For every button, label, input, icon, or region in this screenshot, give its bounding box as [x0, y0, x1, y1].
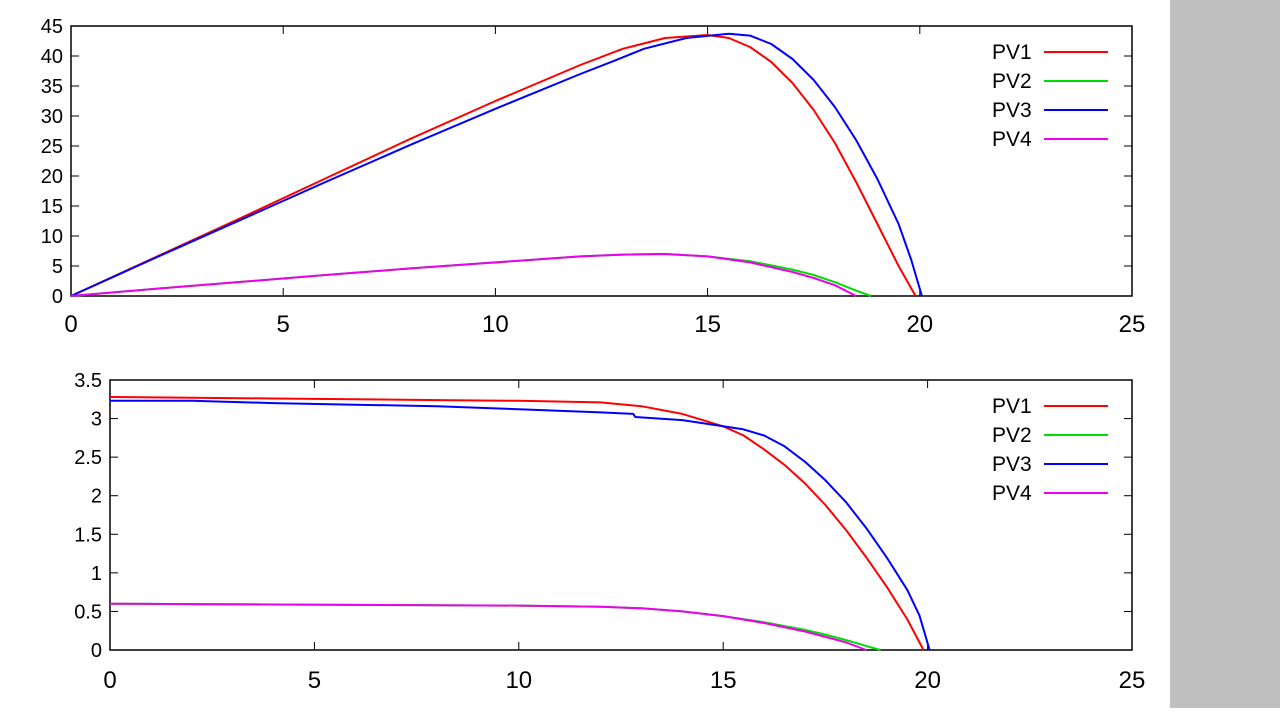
y-tick-label: 2 — [91, 486, 102, 508]
legend-label-pv4: PV4 — [992, 128, 1032, 151]
y-tick-label: 40 — [41, 46, 63, 68]
y-tick-label: 10 — [41, 226, 63, 248]
y-tick-label: 1.5 — [74, 524, 102, 546]
y-tick-label: 5 — [52, 256, 63, 278]
x-tick-label: 0 — [64, 311, 77, 338]
x-tick-label: 5 — [277, 311, 290, 338]
y-tick-label: 45 — [41, 16, 63, 38]
charts-area: 0 5 10 15 20 25 0 5 10 15 20 25 30 35 40 45 PV1 PV2 PV3 PV4… — [41, 16, 1146, 694]
legend-label-pv3: PV3 — [992, 99, 1032, 122]
y-tick-label: 1 — [91, 563, 102, 585]
y-tick-label: 0 — [91, 640, 102, 662]
legend-label-pv1: PV1 — [992, 41, 1032, 64]
y-tick-label: 30 — [41, 106, 63, 128]
series-line-pv3 — [70, 32, 923, 297]
legend-label-pv1: PV1 — [992, 395, 1032, 418]
series-line-pv4 — [70, 253, 857, 297]
y-tick-label: 3.5 — [74, 370, 102, 392]
y-tick-label: 35 — [41, 76, 63, 98]
series-line-pv2 — [70, 253, 872, 297]
series-line-pv1 — [109, 396, 925, 651]
y-tick-label: 2.5 — [74, 447, 102, 469]
x-tick-label: 5 — [308, 667, 321, 694]
x-tick-label: 15 — [710, 667, 737, 694]
series-line-pv3 — [110, 399, 931, 651]
y-tick-label: 3 — [91, 409, 102, 431]
x-tick-label: 25 — [1119, 311, 1146, 338]
series-line-pv4 — [109, 602, 867, 651]
x-tick-label: 15 — [694, 311, 721, 338]
x-tick-label: 20 — [906, 311, 933, 338]
y-tick-label: 0.5 — [74, 601, 102, 623]
legend-label-pv2: PV2 — [992, 70, 1032, 93]
y-tick-label: 15 — [41, 196, 63, 218]
plot-frame — [70, 25, 1133, 297]
side-panel — [1170, 0, 1280, 708]
chart-1: 0 5 10 15 20 25 0 5 10 15 20 25 30 35 40 45 PV1 PV2 PV3 PV4 — [41, 16, 1146, 338]
series-line-pv2 — [109, 602, 881, 651]
x-tick-label: 10 — [505, 667, 532, 694]
y-tick-label: 20 — [41, 166, 63, 188]
x-tick-label: 20 — [914, 667, 941, 694]
chart-2: 0 5 10 15 20 25 0 0.5 1 1.5 2 2.5 3 3.5 PV1 PV2 PV3 PV4 — [74, 370, 1145, 694]
series-line-pv1 — [70, 34, 917, 297]
x-tick-label: 0 — [103, 667, 116, 694]
legend-label-pv4: PV4 — [992, 482, 1032, 505]
x-tick-label: 10 — [482, 311, 509, 338]
x-tick-label: 25 — [1119, 667, 1146, 694]
charts-svg: 0 5 10 15 20 25051015202530354045PV1PV2PV3PV4… — [41, 16, 1146, 694]
y-tick-label: 25 — [41, 136, 63, 158]
legend-label-pv2: PV2 — [992, 424, 1032, 447]
plot-frame — [109, 379, 1133, 651]
legend-label-pv3: PV3 — [992, 453, 1032, 476]
y-tick-label: 0 — [52, 286, 63, 308]
